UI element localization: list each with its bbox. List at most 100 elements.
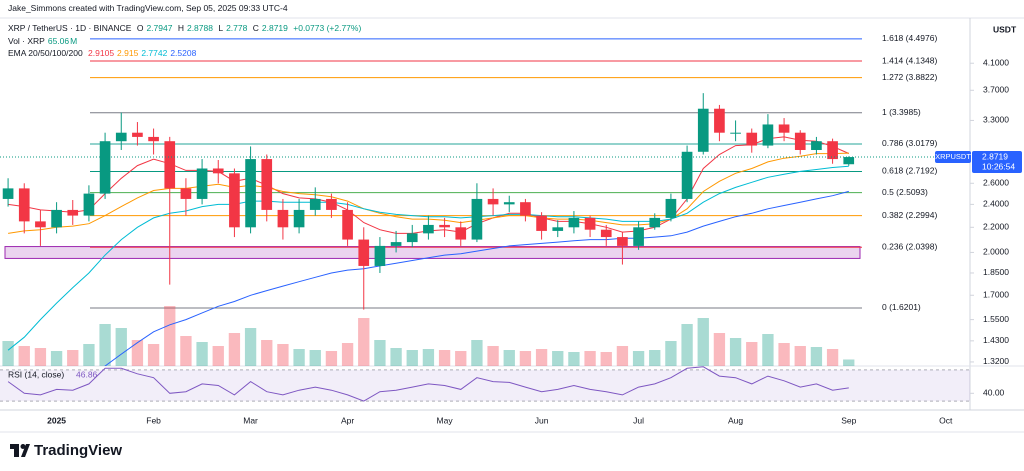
currency: USDT bbox=[993, 24, 1017, 34]
candle-body bbox=[67, 209, 79, 216]
x-tick-label: Sep bbox=[841, 415, 856, 425]
ohlc-letter: H bbox=[177, 23, 184, 33]
rsi-pane bbox=[0, 366, 970, 402]
volume-value: 65.06 bbox=[47, 36, 70, 46]
volume-bar bbox=[358, 318, 370, 366]
ema-line: EMA 20/50/100/200 2.9105 2.915 2.7742 2.520… bbox=[8, 48, 199, 58]
candle-body bbox=[843, 157, 855, 165]
symbol-tag-text: XRPUSDT bbox=[935, 152, 971, 161]
candle-body bbox=[423, 224, 434, 234]
x-tick-label: Oct bbox=[939, 415, 953, 425]
volume-bar bbox=[568, 352, 580, 366]
volume-bar bbox=[471, 340, 483, 366]
y-tick-label: 3.3000 bbox=[983, 115, 1009, 125]
volume-bar bbox=[164, 306, 176, 366]
logo bbox=[10, 444, 30, 457]
ohlc-value: 2.8719 bbox=[261, 23, 288, 33]
volume-bar bbox=[826, 349, 839, 366]
volume-bar bbox=[487, 346, 499, 366]
y-tick-label: 2.4000 bbox=[983, 199, 1009, 209]
ohlc-letter: C bbox=[252, 23, 259, 33]
volume-bar bbox=[519, 351, 532, 366]
y-tick-label: 4.1000 bbox=[983, 57, 1009, 67]
volume-bar bbox=[762, 334, 774, 366]
candle-body bbox=[487, 198, 499, 205]
rsi-value: 46.86 bbox=[76, 369, 98, 379]
fib-label: 0.382 (2.2994) bbox=[882, 210, 937, 220]
candle-body bbox=[714, 108, 725, 133]
candle-body bbox=[552, 227, 564, 231]
volume-bar bbox=[244, 328, 257, 366]
volume-bar bbox=[729, 338, 742, 366]
fib-label: 1 (3.3985) bbox=[882, 107, 921, 117]
y-tick-label: 1.4300 bbox=[983, 335, 1009, 345]
ohlc-value: 2.778 bbox=[226, 23, 248, 33]
volume-bar bbox=[34, 348, 47, 366]
candle-body bbox=[342, 209, 353, 240]
x-tick-label: Aug bbox=[728, 415, 743, 425]
volume-bar bbox=[83, 344, 95, 366]
candle-body bbox=[374, 245, 386, 266]
price-tag bbox=[972, 151, 1022, 174]
volume-bar bbox=[50, 351, 63, 366]
candle-body bbox=[229, 173, 240, 228]
candle-body bbox=[503, 202, 515, 205]
volume-bar bbox=[180, 336, 192, 366]
volume-bar bbox=[438, 350, 451, 366]
y-tick-label: 1.3200 bbox=[983, 356, 1009, 366]
candle-body bbox=[164, 141, 176, 189]
volume-bar bbox=[503, 350, 515, 366]
volume-bar bbox=[196, 342, 208, 366]
ema-value: 2.7742 bbox=[141, 48, 168, 58]
candle-body bbox=[83, 193, 95, 216]
candle-body bbox=[811, 141, 822, 150]
volume-bar bbox=[293, 349, 305, 366]
volume-bar bbox=[67, 350, 79, 366]
candle-body bbox=[536, 215, 547, 231]
x-tick-label: Feb bbox=[146, 415, 161, 425]
volume-bar bbox=[843, 359, 855, 366]
change: +0.0773 (+2.77%) bbox=[293, 23, 362, 33]
candle-body bbox=[633, 227, 644, 246]
candle-body bbox=[115, 132, 127, 142]
volume-bar bbox=[778, 343, 790, 366]
candle-body bbox=[18, 188, 30, 222]
rsi-label: RSI (14, close) bbox=[8, 369, 64, 379]
y-tick-label: 1.7000 bbox=[983, 290, 1009, 300]
candle-body bbox=[406, 233, 418, 243]
candle-body bbox=[520, 202, 531, 216]
candle-body bbox=[730, 132, 741, 134]
candle-body bbox=[649, 217, 661, 228]
volume-bar bbox=[681, 324, 693, 366]
volume-bar bbox=[665, 341, 677, 366]
candle-body bbox=[132, 132, 143, 137]
candle-body bbox=[148, 136, 159, 142]
fib-label: 0 (1.6201) bbox=[882, 302, 921, 312]
candle-body bbox=[584, 217, 596, 230]
ema-value: 2.5208 bbox=[170, 48, 197, 58]
x-tick-label: 2025 bbox=[47, 415, 66, 425]
candle-body bbox=[617, 237, 628, 246]
candle-body bbox=[455, 227, 467, 240]
brand: TradingView bbox=[34, 442, 122, 459]
candle-body bbox=[212, 168, 224, 174]
rsi-band bbox=[0, 369, 970, 402]
volume-unit: M bbox=[70, 36, 78, 46]
candle-body bbox=[245, 159, 256, 228]
symbol: XRP / TetherUS · 1D · BINANCE bbox=[8, 23, 132, 33]
candle-body bbox=[2, 188, 14, 199]
volume-bar bbox=[212, 346, 224, 366]
candle-body bbox=[681, 151, 693, 199]
volume-bar bbox=[713, 333, 726, 366]
ohlc-letter: O bbox=[136, 23, 144, 33]
y-tick-label: 2.6000 bbox=[983, 178, 1009, 188]
ohlc-letter: L bbox=[218, 23, 224, 33]
fib-label: 0.236 (2.0398) bbox=[882, 241, 937, 251]
volume-bar bbox=[99, 324, 111, 366]
volume-bar bbox=[228, 333, 241, 366]
y-tick-label: 1.8500 bbox=[983, 267, 1009, 277]
volume-bar bbox=[697, 318, 709, 366]
fib-label: 0.786 (3.0179) bbox=[882, 138, 937, 148]
volume-bar bbox=[600, 352, 612, 366]
